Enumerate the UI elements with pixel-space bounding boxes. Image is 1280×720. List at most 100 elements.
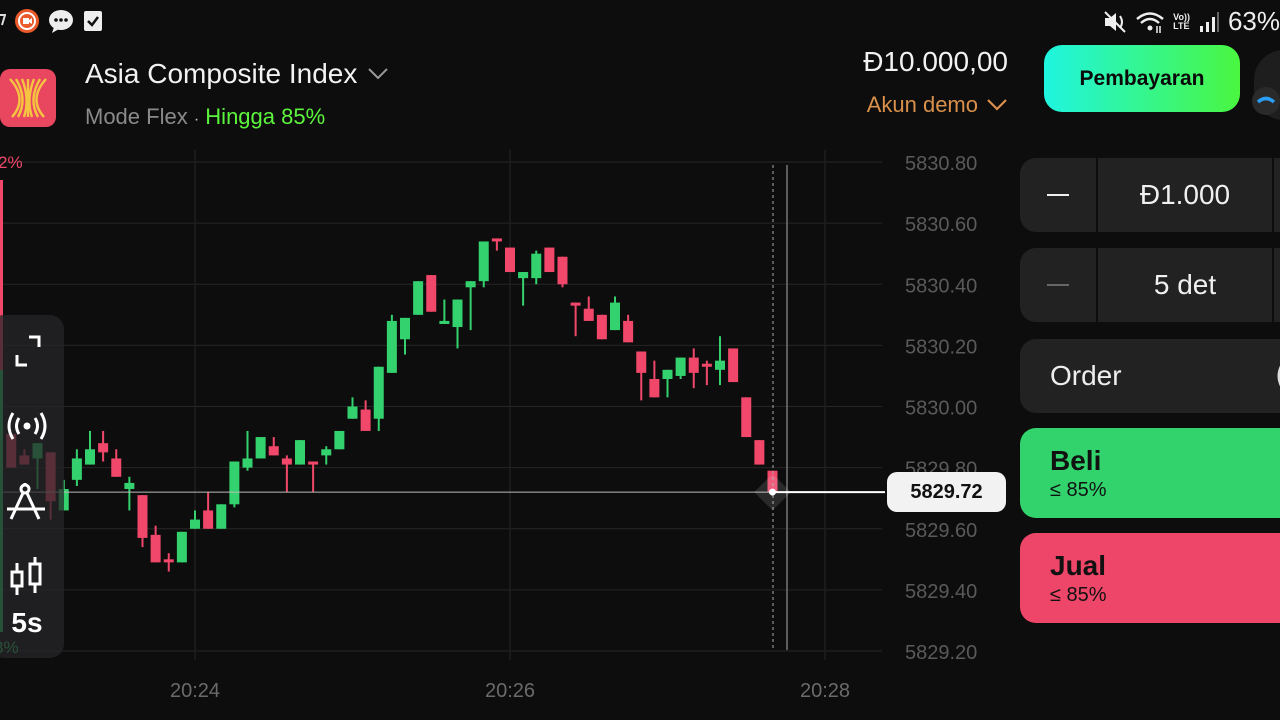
- candle-body: [623, 320, 634, 343]
- checkbox-icon: [84, 11, 102, 31]
- candle-body: [281, 458, 292, 465]
- fullscreen-button[interactable]: [0, 333, 54, 369]
- payment-button[interactable]: Pembayaran: [1044, 45, 1240, 112]
- candle-body: [163, 559, 174, 563]
- y-tick-label: 5830.80: [905, 153, 977, 175]
- candle: [150, 525, 161, 563]
- candle-body: [728, 348, 739, 383]
- candle: [281, 455, 292, 493]
- sell-label: Jual: [1050, 549, 1107, 581]
- y-tick-label: 5829.20: [905, 642, 977, 664]
- candle: [583, 296, 594, 321]
- candle: [400, 317, 410, 355]
- candle-body: [308, 461, 319, 465]
- candle: [439, 299, 450, 324]
- candle-body: [111, 458, 122, 477]
- screen-recorder-icon: [15, 9, 39, 33]
- candle-body: [386, 320, 397, 373]
- y-tick-label: 5830.60: [905, 214, 977, 236]
- asset-logo[interactable]: [0, 69, 56, 127]
- duration-input-row: 5 det: [1020, 248, 1280, 322]
- candle-body: [754, 440, 765, 465]
- buy-payout: ≤ 85%: [1050, 478, 1107, 501]
- candle-body: [557, 256, 568, 285]
- account-balance: Đ10.000,00: [863, 46, 1008, 77]
- order-toggle-icon: [1277, 365, 1280, 387]
- y-tick-label: 5830.00: [905, 398, 977, 420]
- buy-button[interactable]: Beli ≤ 85%: [1020, 428, 1280, 518]
- timeframe-button[interactable]: 5s: [11, 607, 43, 638]
- candle-body: [426, 275, 437, 312]
- candle-body: [767, 470, 778, 493]
- candle-body: [150, 534, 161, 563]
- candle-body: [347, 406, 358, 419]
- candle-body: [98, 443, 109, 453]
- y-tick-label: 5829.40: [905, 581, 977, 603]
- decrease-amount-button[interactable]: [1020, 158, 1098, 232]
- candle-body: [741, 397, 752, 438]
- candle-body: [176, 531, 187, 563]
- decrease-duration-button[interactable]: [1020, 248, 1098, 322]
- candle-body: [662, 369, 673, 379]
- asean-emblem-icon: [9, 78, 47, 118]
- candle: [767, 470, 778, 493]
- candle-body: [675, 357, 686, 376]
- order-button[interactable]: Order: [1020, 339, 1280, 413]
- price-chart[interactable]: 5830.80 5830.60 5830.40 5830.20 5830.00 5829.…: [0, 140, 1010, 720]
- asset-selector[interactable]: Asia Composite Index: [85, 58, 389, 90]
- candles: [6, 238, 778, 572]
- candle: [491, 238, 502, 251]
- candle: [544, 247, 555, 273]
- candle-body: [400, 317, 410, 340]
- candle-body: [544, 247, 555, 273]
- sell-button[interactable]: Jual ≤ 85%: [1020, 533, 1280, 623]
- candle-body: [583, 308, 594, 321]
- candle: [688, 348, 699, 389]
- candle-body: [688, 357, 699, 373]
- candle: [649, 360, 660, 398]
- candle-body: [636, 351, 647, 373]
- sell-sentiment-percent: 2%: [0, 153, 23, 172]
- battery-percent: 63%: [1227, 6, 1280, 36]
- candle-body: [413, 281, 424, 315]
- candle: [452, 299, 463, 349]
- candle-body: [190, 519, 200, 529]
- candle: [98, 430, 109, 462]
- candle: [662, 369, 673, 398]
- candle: [321, 446, 332, 465]
- candle: [71, 449, 82, 486]
- amount-input[interactable]: Đ1.000: [1098, 158, 1274, 232]
- candle: [334, 430, 345, 450]
- drawing-tools-button[interactable]: [0, 481, 54, 523]
- current-price-dot: [769, 488, 776, 496]
- live-broadcast-icon: [7, 412, 47, 440]
- duration-input[interactable]: 5 det: [1098, 248, 1274, 322]
- account-selector[interactable]: Akun demo: [867, 92, 1008, 118]
- candle: [255, 437, 266, 459]
- live-signals-button[interactable]: [0, 411, 54, 441]
- candle: [610, 296, 620, 331]
- candle-body: [505, 247, 515, 273]
- candle-body: [596, 314, 607, 340]
- candle: [623, 314, 634, 343]
- candle: [715, 336, 725, 386]
- candle: [413, 281, 424, 315]
- candle: [636, 351, 647, 401]
- chart-type-button[interactable]: [0, 555, 54, 599]
- candle: [531, 250, 542, 285]
- fullscreen-icon: [15, 335, 41, 367]
- x-tick-label: 20:26: [485, 680, 535, 702]
- candle: [518, 272, 529, 306]
- current-price-badge: 5829.72: [887, 472, 1006, 513]
- candle: [557, 256, 568, 288]
- candle-body: [491, 238, 502, 242]
- profile-avatar[interactable]: [1252, 50, 1280, 120]
- candle: [124, 476, 135, 511]
- chart-toolbar: 5s: [0, 315, 64, 658]
- candle: [386, 314, 397, 373]
- mute-icon: [1104, 10, 1126, 33]
- candle-body: [137, 495, 148, 538]
- candle: [85, 430, 95, 465]
- candle: [111, 449, 122, 477]
- candle-body: [701, 363, 712, 367]
